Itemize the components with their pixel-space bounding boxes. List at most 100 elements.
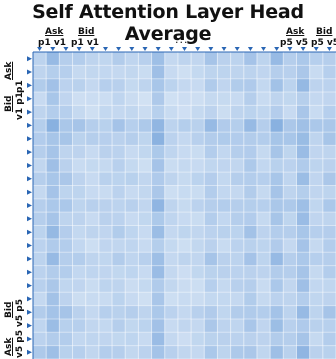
heatmap-cell — [151, 278, 166, 293]
x-tick-mark — [234, 47, 240, 51]
heatmap-cell — [217, 198, 231, 213]
heatmap-cell — [177, 265, 192, 280]
heatmap-cell — [59, 318, 73, 333]
y-tick-mark — [27, 243, 32, 248]
y-tick-mark — [27, 349, 32, 355]
heatmap-cell — [283, 198, 297, 213]
heatmap-cell — [33, 292, 47, 306]
heatmap-cell — [112, 78, 126, 93]
y-tick-mark — [27, 69, 32, 75]
heatmap-cell — [112, 145, 126, 160]
heatmap-cell — [59, 265, 73, 280]
heatmap-cell — [283, 278, 297, 293]
heatmap-cell — [85, 318, 100, 333]
heatmap-cell — [125, 52, 139, 66]
heatmap-cell — [309, 278, 324, 293]
heatmap-cell — [98, 212, 113, 226]
heatmap-cell — [177, 105, 192, 120]
heatmap-cell — [46, 318, 60, 333]
heatmap-cell — [217, 265, 231, 280]
heatmap-cell — [270, 185, 284, 200]
heatmap-cell — [98, 318, 113, 333]
heatmap-cell — [46, 78, 60, 93]
heatmap-cell — [283, 185, 297, 200]
heatmap-cell — [72, 345, 86, 359]
heatmap-cell — [164, 158, 179, 173]
heatmap-cell — [191, 78, 205, 93]
heatmap-cell — [164, 292, 179, 306]
heatmap-cell — [112, 318, 126, 333]
heatmap-cell — [204, 158, 218, 173]
heatmap-cell — [138, 212, 152, 226]
heatmap-cell — [125, 132, 139, 146]
heatmap-cell — [46, 212, 60, 226]
heatmap-cell — [138, 278, 152, 293]
heatmap-cell — [230, 158, 245, 173]
heatmap-cell — [177, 252, 192, 266]
heatmap-cell — [217, 332, 231, 346]
heatmap-cell — [125, 65, 139, 79]
heatmap-cell — [125, 172, 139, 186]
heatmap-cell — [177, 172, 192, 186]
y-tick-mark — [27, 216, 32, 222]
heatmap-cell — [177, 198, 192, 213]
heatmap-cell — [164, 78, 179, 93]
heatmap-cell — [85, 278, 100, 293]
heatmap-cell — [270, 305, 284, 320]
y-tick-mark — [27, 56, 32, 62]
heatmap-cell — [322, 345, 336, 359]
heatmap-cell — [217, 212, 231, 226]
heatmap-cell — [46, 252, 60, 266]
heatmap-cell — [256, 132, 271, 146]
heatmap-cell — [112, 305, 126, 320]
heatmap-cell — [85, 92, 100, 106]
heatmap-cell — [256, 172, 271, 186]
heatmap-cell — [125, 105, 139, 120]
heatmap-cell — [243, 225, 258, 240]
heatmap-cell — [112, 345, 126, 359]
x-tick-mark — [129, 47, 135, 51]
x-tick-mark — [142, 47, 148, 51]
x-ellipsis: ... — [175, 33, 189, 46]
heatmap-cell — [98, 305, 113, 320]
x-group-bid-5: Bid — [316, 27, 333, 37]
heatmap-cell — [204, 252, 218, 266]
heatmap-cell — [191, 238, 205, 253]
heatmap-cell — [33, 198, 47, 213]
heatmap-cell — [322, 292, 336, 306]
heatmap-cell — [151, 318, 166, 333]
heatmap-cell — [270, 158, 284, 173]
heatmap-cell — [98, 158, 113, 173]
heatmap-cell — [85, 225, 100, 240]
heatmap-cell — [283, 52, 297, 66]
heatmap-cell — [33, 332, 47, 346]
heatmap-cell — [85, 252, 100, 266]
heatmap-cell — [125, 92, 139, 106]
heatmap-cell — [59, 158, 73, 173]
heatmap-cell — [98, 332, 113, 346]
heatmap-cell — [85, 132, 100, 146]
heatmap-cell — [191, 132, 205, 146]
heatmap-cell — [309, 265, 324, 280]
heatmap-cell — [309, 225, 324, 240]
heatmap-cell — [322, 225, 336, 240]
heatmap-cell — [230, 118, 245, 133]
heatmap-cell — [72, 158, 86, 173]
heatmap-cell — [125, 225, 139, 240]
heatmap-cell — [151, 78, 166, 93]
heatmap-cell — [204, 332, 218, 346]
heatmap-cell — [204, 172, 218, 186]
heatmap-cell — [46, 52, 60, 66]
heatmap-cell — [270, 52, 284, 66]
heatmap-cell — [112, 172, 126, 186]
heatmap-cell — [191, 212, 205, 226]
heatmap-cell — [270, 292, 284, 306]
heatmap-cell — [217, 65, 231, 79]
heatmap-cell — [112, 185, 126, 200]
heatmap-cell — [296, 318, 310, 333]
heatmap-cell — [283, 292, 297, 306]
heatmap-cell — [98, 238, 113, 253]
heatmap-cell — [322, 305, 336, 320]
heatmap-cell — [151, 265, 166, 280]
